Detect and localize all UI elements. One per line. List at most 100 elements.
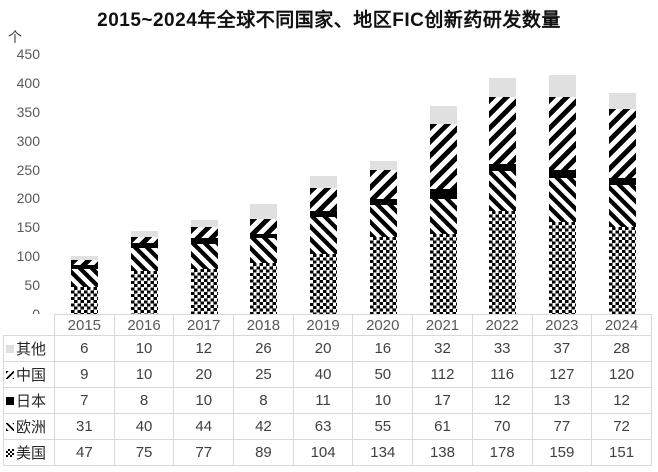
bar-segment-美国 [608, 226, 636, 314]
value-cell: 17 [413, 388, 473, 414]
series-label-中国: 中国 [3, 362, 55, 388]
value-cell: 8 [234, 388, 294, 414]
series-name: 其他 [16, 341, 47, 358]
bar-segment-中国 [369, 170, 397, 199]
y-axis: 050100150200250300350400450 [0, 0, 40, 340]
bar-segment-日本 [71, 264, 99, 269]
series-marker-icon [6, 396, 14, 405]
series-name: 欧洲 [16, 419, 47, 436]
stacked-bar-2015 [71, 256, 99, 314]
value-cell: 77 [532, 414, 593, 440]
bar-segment-日本 [250, 233, 278, 239]
bar-segment-日本 [310, 211, 338, 218]
y-axis-tick-label: 100 [16, 248, 40, 265]
value-cell: 112 [413, 362, 473, 388]
value-cell: 37 [532, 336, 593, 362]
value-cell: 10 [353, 388, 414, 414]
value-cell: 31 [55, 414, 115, 440]
value-cell: 151 [592, 440, 652, 466]
value-cell: 104 [293, 440, 354, 466]
stacked-bar-2016 [131, 231, 159, 314]
plot-area [71, 75, 636, 314]
bar-segment-其他 [429, 106, 457, 125]
value-cell: 12 [174, 336, 235, 362]
year-label: 2015 [55, 314, 115, 336]
bar-segment-中国 [250, 219, 278, 234]
value-cell: 89 [234, 440, 294, 466]
bar-segment-美国 [190, 269, 218, 314]
value-cell: 120 [592, 362, 652, 388]
bar-segment-日本 [429, 189, 457, 199]
value-cell: 11 [293, 388, 354, 414]
value-cell: 10 [114, 336, 175, 362]
value-cell: 7 [55, 388, 115, 414]
value-cell: 134 [353, 440, 414, 466]
y-axis-tick-label: 150 [16, 219, 40, 236]
y-axis-unit-label: 个 [8, 29, 22, 45]
series-name: 日本 [16, 393, 47, 410]
bar-segment-日本 [489, 163, 517, 171]
bar-segment-日本 [369, 198, 397, 205]
bar-segment-欧洲 [548, 177, 576, 223]
stacked-bar-2019 [310, 176, 338, 314]
bar-segment-其他 [71, 256, 99, 260]
bar-segment-其他 [489, 77, 517, 97]
stacked-bar-2021 [429, 106, 457, 314]
value-cell: 61 [413, 414, 473, 440]
value-cell: 28 [592, 336, 652, 362]
bar-segment-欧洲 [429, 199, 457, 235]
value-cell: 26 [234, 336, 294, 362]
bar-segment-美国 [489, 211, 517, 314]
value-cell: 50 [353, 362, 414, 388]
series-label-其他: 其他 [3, 336, 55, 362]
value-cell: 63 [293, 414, 354, 440]
series-label-欧洲: 欧洲 [3, 414, 55, 440]
bar-segment-欧洲 [250, 238, 278, 263]
value-cell: 13 [532, 388, 593, 414]
bar-segment-中国 [489, 96, 517, 164]
bar-segment-欧洲 [131, 247, 159, 271]
year-label: 2016 [114, 314, 175, 336]
value-cell: 138 [413, 440, 473, 466]
value-cell: 20 [293, 336, 354, 362]
bar-segment-欧洲 [489, 170, 517, 212]
bar-segment-欧洲 [190, 244, 218, 270]
series-label-日本: 日本 [3, 388, 55, 414]
bar-segment-中国 [310, 188, 338, 212]
year-label: 2021 [413, 314, 473, 336]
bar-segment-中国 [190, 226, 218, 239]
series-marker-icon [6, 344, 14, 353]
bar-segment-美国 [131, 270, 159, 314]
value-cell: 55 [353, 414, 414, 440]
year-label: 2020 [353, 314, 414, 336]
y-axis-tick-label: 250 [16, 161, 40, 178]
bar-segment-美国 [250, 262, 278, 314]
year-label: 2019 [293, 314, 354, 336]
series-marker-icon [6, 370, 14, 379]
value-cell: 77 [174, 440, 235, 466]
value-cell: 40 [114, 414, 175, 440]
series-marker-icon [6, 422, 14, 431]
data-table: 2015 2016 2017 2018 2019 2020 2021 2022 2023 2024… [3, 314, 652, 466]
bar-segment-中国 [548, 96, 576, 171]
stacked-bar-2024 [608, 92, 636, 314]
bar-segment-欧洲 [369, 204, 397, 237]
stacked-bar-2017 [190, 219, 218, 314]
bar-segment-其他 [310, 176, 338, 189]
value-cell: 116 [472, 362, 533, 388]
year-label: 2022 [472, 314, 533, 336]
y-axis-tick-label: 450 [16, 46, 40, 62]
bar-segment-美国 [429, 234, 457, 314]
bar-segment-其他 [608, 92, 636, 109]
value-cell: 40 [293, 362, 354, 388]
y-axis-tick-label: 50 [24, 277, 40, 294]
y-axis-tick-label: 300 [16, 132, 40, 149]
value-cell: 10 [174, 388, 235, 414]
value-cell: 159 [532, 440, 593, 466]
value-cell: 12 [472, 388, 533, 414]
value-cell: 8 [114, 388, 175, 414]
bar-segment-欧洲 [71, 268, 99, 287]
bar-segment-日本 [548, 170, 576, 178]
bar-segment-日本 [608, 178, 636, 186]
series-label-美国: 美国 [3, 440, 55, 466]
